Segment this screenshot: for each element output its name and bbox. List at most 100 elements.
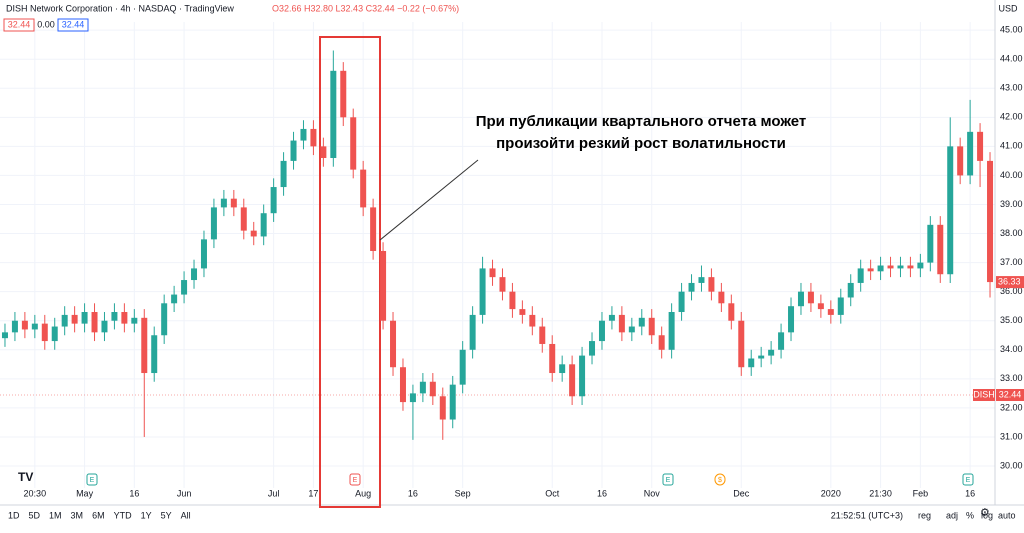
- x-tick-label: 20:30: [24, 488, 47, 498]
- candle-body: [748, 358, 755, 368]
- price-box: [3, 18, 35, 32]
- x-tick-label: 16: [597, 488, 607, 498]
- candle-body: [509, 291, 516, 310]
- event-label: E: [353, 477, 358, 484]
- candle-body: [678, 291, 685, 313]
- candle-body: [589, 341, 596, 356]
- candle-body: [788, 306, 795, 333]
- range-button[interactable]: All: [181, 510, 191, 520]
- y-tick-label: 38.00: [1000, 228, 1023, 238]
- candle-body: [598, 320, 605, 342]
- candle-body: [479, 268, 486, 315]
- event-marker[interactable]: [962, 473, 974, 486]
- currency: USD: [998, 3, 1018, 13]
- y-tick-label: 36.00: [1000, 286, 1023, 296]
- candle-body: [499, 277, 506, 292]
- y-tick-label: 30.00: [1000, 460, 1023, 470]
- candle-body: [161, 303, 168, 336]
- candle-body: [131, 317, 138, 324]
- settings-icon[interactable]: ⚙: [980, 507, 990, 519]
- x-tick-label: 16: [965, 488, 975, 498]
- candle-body: [867, 268, 874, 272]
- event-marker[interactable]: [714, 473, 726, 486]
- candle-body: [429, 381, 436, 397]
- x-tick-label: Jul: [268, 488, 280, 498]
- event-marker[interactable]: [662, 473, 674, 486]
- candle-body: [210, 207, 217, 240]
- candle-body: [618, 314, 625, 333]
- price-box-text: 32.44: [8, 19, 31, 29]
- event-label: E: [966, 477, 971, 484]
- candle-body: [11, 320, 18, 333]
- range-button[interactable]: 1M: [49, 510, 62, 520]
- candle-body: [539, 326, 546, 344]
- x-tick-label: 16: [408, 488, 418, 498]
- candle-body: [897, 265, 904, 269]
- range-button[interactable]: 5Y: [161, 510, 172, 520]
- option-button[interactable]: %: [966, 510, 974, 520]
- candle-body: [608, 314, 615, 321]
- event-marker[interactable]: [86, 473, 98, 486]
- range-button[interactable]: 6M: [92, 510, 105, 520]
- candle-body: [220, 198, 227, 208]
- range-button[interactable]: 5D: [29, 510, 41, 520]
- y-tick-label: 34.00: [1000, 344, 1023, 354]
- candle-body: [927, 224, 934, 263]
- spread-text: 0.00: [37, 19, 55, 29]
- price-box: [57, 18, 89, 32]
- candle-body: [340, 70, 347, 118]
- option-button[interactable]: adj: [946, 510, 958, 520]
- option-button[interactable]: log: [981, 510, 993, 520]
- candle-body: [171, 294, 178, 304]
- candle-body: [250, 230, 257, 237]
- x-tick-label: Feb: [913, 488, 929, 498]
- candle-body: [947, 146, 954, 275]
- y-tick-label: 43.00: [1000, 83, 1023, 93]
- candle-body: [101, 320, 108, 333]
- candle-body: [370, 207, 377, 251]
- candle-body: [191, 268, 198, 281]
- candle-body: [270, 187, 277, 214]
- option-button[interactable]: reg: [918, 510, 931, 520]
- candle-body: [728, 303, 735, 321]
- candle-body: [877, 265, 884, 272]
- candle-body: [857, 268, 864, 283]
- event-marker[interactable]: [349, 473, 361, 486]
- candle-body: [320, 146, 327, 158]
- candle-body: [390, 320, 397, 368]
- y-tick-label: 32.00: [1000, 402, 1023, 412]
- y-tick-label: 41.00: [1000, 141, 1023, 151]
- candle-body: [151, 335, 158, 374]
- range-button[interactable]: YTD: [114, 510, 133, 520]
- candle-body: [419, 381, 426, 394]
- candle-body: [61, 314, 68, 327]
- candle-body: [907, 265, 914, 269]
- candle-body: [837, 297, 844, 315]
- candle-body: [797, 291, 804, 307]
- candle-body: [439, 396, 446, 420]
- candle-body: [449, 384, 456, 420]
- x-tick-label: Nov: [644, 488, 661, 498]
- range-button[interactable]: 1Y: [141, 510, 152, 520]
- last-price-tag: [996, 276, 1024, 289]
- clock: 21:52:51 (UTC+3): [831, 510, 903, 520]
- annotation: При публикации квартального отчета может: [476, 113, 807, 130]
- price-tag-text: 32.44: [999, 389, 1022, 399]
- candle-body: [71, 314, 78, 324]
- candle-body: [330, 70, 337, 158]
- y-tick-label: 39.00: [1000, 199, 1023, 209]
- candle-body: [81, 312, 88, 324]
- candle-body: [399, 367, 406, 403]
- candle-body: [559, 364, 566, 374]
- x-tick-label: 21:30: [869, 488, 892, 498]
- candle-body: [1, 332, 8, 339]
- candle-body: [648, 317, 655, 336]
- option-button[interactable]: auto: [998, 510, 1016, 520]
- y-tick-label: 42.00: [1000, 112, 1023, 122]
- candle-body: [310, 128, 317, 147]
- range-button[interactable]: 1D: [8, 510, 20, 520]
- candle-body: [847, 282, 854, 298]
- range-button[interactable]: 3M: [71, 510, 84, 520]
- price-box-text: 32.44: [62, 19, 85, 29]
